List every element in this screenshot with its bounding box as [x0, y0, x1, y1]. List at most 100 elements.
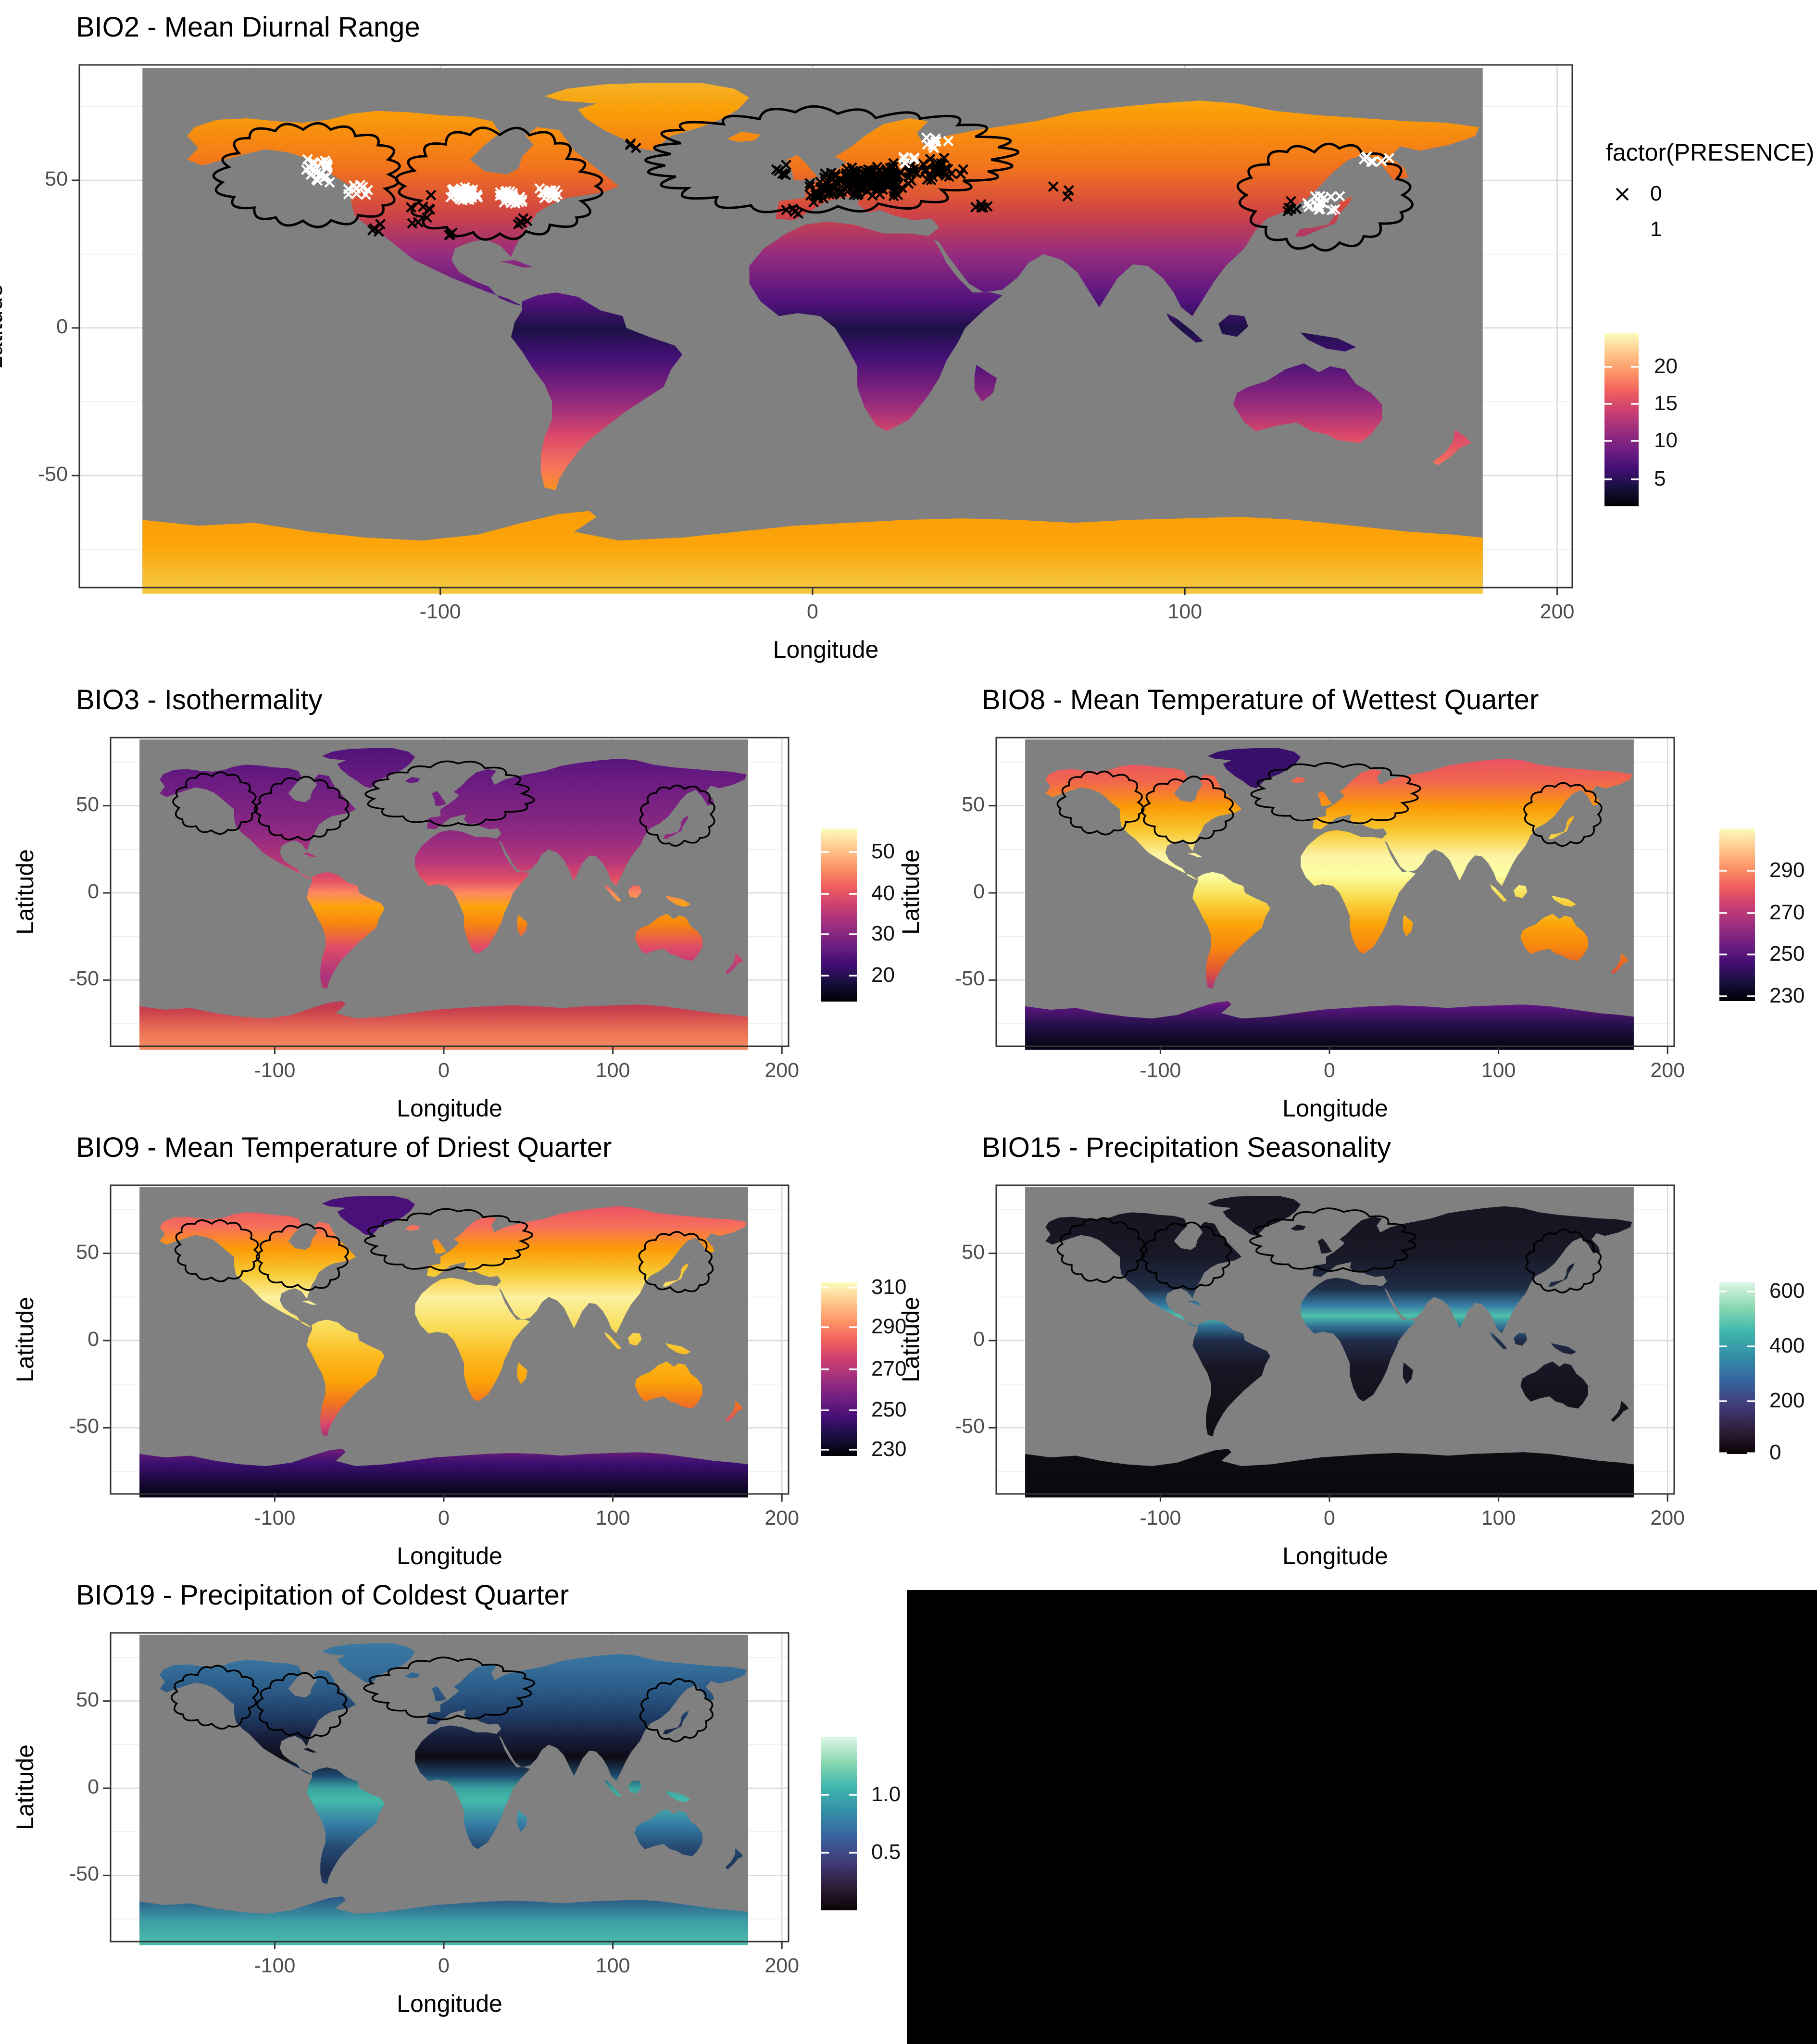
landmass-NZ: [725, 1401, 743, 1422]
landmass-NZ: [1432, 429, 1472, 465]
presence-marker-x: [904, 168, 915, 179]
presence-marker-x: [1376, 155, 1387, 166]
colorbar-tick-label: 230: [1769, 983, 1805, 1007]
landmass-AF: [1301, 1278, 1416, 1402]
landmass-AU: [1520, 1361, 1588, 1409]
landmass-JP: [663, 1263, 689, 1287]
landmass-SA: [307, 872, 385, 989]
landmass-EU: [1312, 1206, 1632, 1334]
empty-black-panel: [907, 1590, 1817, 2044]
y-axis-title: Latitude: [897, 849, 924, 935]
x-tick-label: 100: [595, 1954, 630, 1977]
presence-marker-x: [321, 171, 332, 182]
landmass-UK: [1317, 790, 1332, 806]
presence-marker-x: [930, 133, 941, 144]
map-title-bio2: BIO2 - Mean Diurnal Range: [76, 12, 420, 43]
presence-marker-x: [1314, 201, 1325, 212]
range-outline: [174, 1219, 261, 1282]
presence-marker-x: [324, 177, 335, 188]
colorbar-tick-label: 230: [871, 1437, 907, 1461]
presence-marker-x: [921, 132, 932, 143]
presence-marker-x: [405, 202, 416, 213]
landmass-GL: [1207, 1196, 1301, 1236]
presence-marker-x: [788, 203, 799, 214]
x-tick-label: 200: [764, 1059, 800, 1082]
landmass-GL: [322, 748, 415, 789]
landmass-JP: [663, 815, 689, 839]
y-tick-label: 0: [973, 880, 985, 903]
landmass-NG: [665, 1343, 691, 1354]
landmass-EU: [426, 1654, 747, 1781]
panel-bio2: [72, 64, 1639, 595]
range-outline: [364, 1208, 533, 1271]
y-tick-label: -50: [38, 463, 68, 486]
colorbar-bio9: [821, 1282, 857, 1456]
range-outline: [364, 760, 535, 827]
presence-marker-x: [823, 183, 834, 194]
range-outline: [212, 122, 401, 228]
landmass-NG: [665, 1791, 691, 1802]
map-title-bio3: BIO3 - Isothermality: [76, 684, 323, 715]
range-outline: [1140, 776, 1234, 844]
range-outlines: [1056, 762, 1603, 847]
landmass-NA: [187, 111, 619, 306]
presence-marker-x: [903, 178, 914, 189]
colorbar-bio15: [1719, 1282, 1755, 1454]
landmass-SU: [604, 1779, 622, 1797]
colorbar-tick-label: 600: [1769, 1279, 1805, 1303]
presence-marker-x: [920, 166, 931, 177]
colorbar-tick-label: 290: [871, 1315, 907, 1339]
landmass-SA: [511, 292, 682, 490]
colorbar-gradient: [1604, 333, 1639, 506]
presence-marker-x: [922, 174, 933, 185]
landmass-CU: [301, 853, 317, 857]
landmass-MD: [517, 1362, 527, 1384]
y-tick-label: 0: [88, 1775, 99, 1798]
presence-marker-x: [1384, 153, 1395, 164]
landmass-AF: [749, 221, 1002, 431]
landmass-SU: [604, 1331, 622, 1350]
presence-marker-x: [1310, 191, 1321, 202]
x-tick-label: 0: [807, 600, 818, 623]
colorbar-tick-label: 0: [1769, 1441, 1781, 1465]
presence-marker-x: [494, 187, 505, 198]
landmass: [1025, 1196, 1634, 1498]
colorbar-gradient: [1719, 828, 1755, 1001]
map-title-bio19: BIO19 - Precipitation of Coldest Quarter: [76, 1580, 569, 1611]
landmass-BO: [628, 1780, 642, 1793]
landmass-SU: [1490, 884, 1507, 902]
presence-marker-x: [1329, 204, 1341, 215]
presence-marker-x: [375, 219, 386, 230]
landmass-IC: [405, 1672, 420, 1679]
x-tick-label: 100: [595, 1059, 630, 1082]
landmass-CU: [1187, 853, 1203, 857]
presence-marker-x: [1048, 181, 1059, 192]
presence-marker-x: [315, 168, 326, 179]
y-axis-title: Latitude: [897, 1297, 924, 1382]
presence-marker-x: [309, 157, 320, 169]
presence-legend-keys: [1616, 188, 1629, 237]
colorbar-tick-label: 5: [1654, 466, 1666, 490]
y-tick-label: -50: [69, 967, 99, 991]
landmass-AN: [1025, 1001, 1634, 1050]
presence-marker-x: [625, 138, 636, 149]
presence-marker-x: [958, 164, 969, 175]
range-outline: [1140, 1221, 1232, 1290]
landmass-AU: [635, 1361, 702, 1409]
presence-marker-x: [888, 158, 899, 169]
presence-marker-x: [884, 175, 895, 186]
presence-marker-x: [1326, 205, 1337, 216]
x-axis-title: Longitude: [1282, 1095, 1388, 1122]
presence-marker-x: [930, 136, 941, 147]
colorbar-tick-label: 270: [871, 1356, 907, 1380]
presence-markers: [301, 132, 1395, 240]
map-title-bio9: BIO9 - Mean Temperature of Driest Quarte…: [76, 1132, 612, 1163]
landmass-AN: [139, 1448, 748, 1498]
landmass-JP: [1548, 1263, 1575, 1287]
colorbar-tick-label: 20: [871, 963, 895, 987]
colorbar-bio8: [1719, 828, 1755, 1001]
x-tick-label: 100: [595, 1506, 630, 1530]
range-outline: [644, 105, 1019, 214]
x-tick-label: 100: [1481, 1506, 1516, 1530]
